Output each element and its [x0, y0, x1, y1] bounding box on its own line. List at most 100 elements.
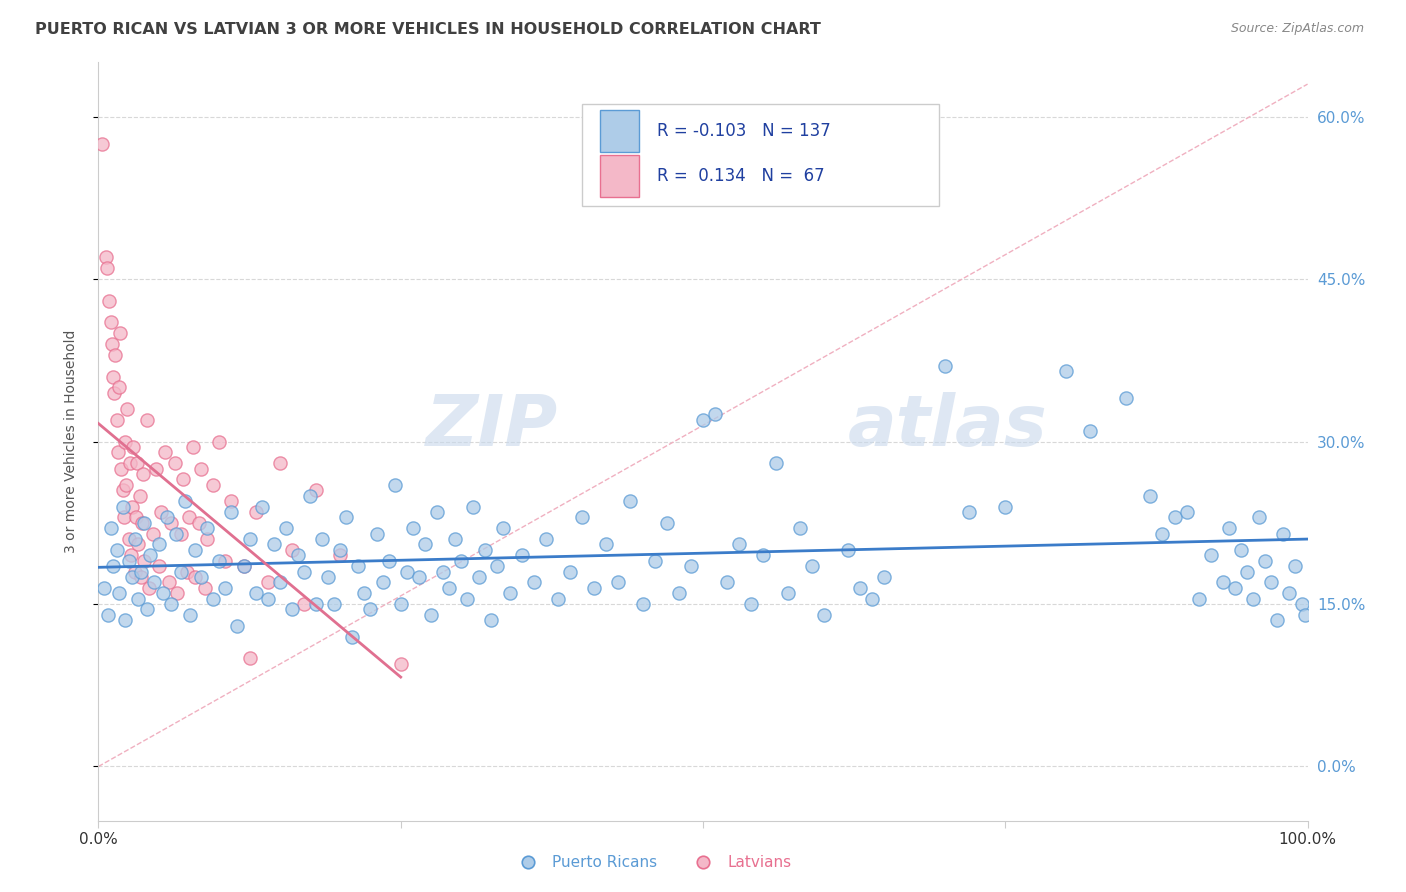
Text: Source: ZipAtlas.com: Source: ZipAtlas.com: [1230, 22, 1364, 36]
Point: [156, 510, 179, 524]
Point: [1212, 575, 1234, 590]
Text: R =  0.134   N =  67: R = 0.134 N = 67: [657, 167, 825, 186]
Point: [366, 526, 388, 541]
Point: [1078, 424, 1101, 438]
Point: [1139, 489, 1161, 503]
Point: [292, 565, 315, 579]
Point: [111, 483, 134, 498]
Point: [118, 554, 141, 568]
Point: [873, 570, 896, 584]
Point: [176, 565, 198, 579]
Point: [860, 591, 883, 606]
Point: [108, 586, 131, 600]
Point: [245, 505, 267, 519]
Point: [402, 521, 425, 535]
Point: [96, 261, 118, 276]
Point: [704, 408, 727, 422]
Text: Latvians: Latvians: [727, 855, 792, 870]
Point: [121, 570, 143, 584]
Point: [226, 618, 249, 632]
Point: [124, 532, 146, 546]
Point: [114, 434, 136, 449]
Point: [323, 597, 346, 611]
Text: atlas: atlas: [848, 392, 1047, 461]
Point: [432, 565, 454, 579]
Point: [108, 380, 131, 394]
Point: [426, 505, 449, 519]
Point: [148, 559, 170, 574]
Point: [389, 597, 412, 611]
Point: [342, 630, 364, 644]
Point: [245, 586, 267, 600]
Point: [202, 478, 225, 492]
Point: [1236, 565, 1258, 579]
Point: [160, 516, 183, 530]
Point: [127, 537, 149, 551]
Point: [335, 510, 357, 524]
Point: [619, 494, 641, 508]
Y-axis label: 3 or more Vehicles in Household: 3 or more Vehicles in Household: [63, 330, 77, 553]
Point: [1241, 591, 1264, 606]
Point: [281, 542, 304, 557]
Point: [631, 597, 654, 611]
Point: [692, 413, 714, 427]
Point: [263, 537, 285, 551]
Point: [510, 548, 533, 563]
FancyBboxPatch shape: [582, 104, 939, 207]
Point: [765, 456, 787, 470]
Point: [214, 581, 236, 595]
Point: [122, 440, 145, 454]
Point: [103, 385, 125, 400]
Point: [138, 581, 160, 595]
Point: [134, 554, 156, 568]
Point: [437, 581, 460, 595]
Point: [166, 586, 188, 600]
Point: [127, 591, 149, 606]
Point: [110, 461, 132, 475]
Point: [1278, 586, 1301, 600]
Point: [202, 591, 225, 606]
Point: [558, 565, 581, 579]
Point: [174, 494, 197, 508]
Point: [143, 575, 166, 590]
Point: [377, 554, 399, 568]
Point: [384, 478, 406, 492]
Point: [94, 251, 117, 265]
Point: [135, 602, 157, 616]
Point: [1249, 510, 1271, 524]
Point: [239, 651, 262, 665]
Point: [107, 445, 129, 459]
Point: [120, 548, 142, 563]
Point: [1115, 391, 1137, 405]
Point: [329, 542, 352, 557]
Point: [101, 559, 124, 574]
Point: [112, 510, 135, 524]
Point: [1284, 559, 1306, 574]
Point: [208, 434, 231, 449]
Point: [232, 559, 254, 574]
Point: [169, 565, 191, 579]
Point: [776, 586, 799, 600]
Point: [181, 440, 204, 454]
Point: [111, 500, 134, 514]
Point: [789, 521, 811, 535]
Point: [1291, 597, 1313, 611]
Point: [644, 554, 666, 568]
Point: [108, 326, 131, 341]
Point: [214, 554, 236, 568]
Point: [1254, 554, 1277, 568]
Point: [172, 473, 194, 487]
Point: [281, 602, 304, 616]
Point: [256, 591, 278, 606]
Point: [105, 413, 128, 427]
Point: [98, 293, 121, 308]
Point: [269, 456, 291, 470]
Point: [413, 537, 436, 551]
Bar: [600, 155, 638, 197]
Point: [571, 510, 593, 524]
Point: [1223, 581, 1246, 595]
Point: [716, 575, 738, 590]
Bar: [600, 110, 638, 152]
Point: [104, 348, 127, 362]
Point: [152, 586, 174, 600]
